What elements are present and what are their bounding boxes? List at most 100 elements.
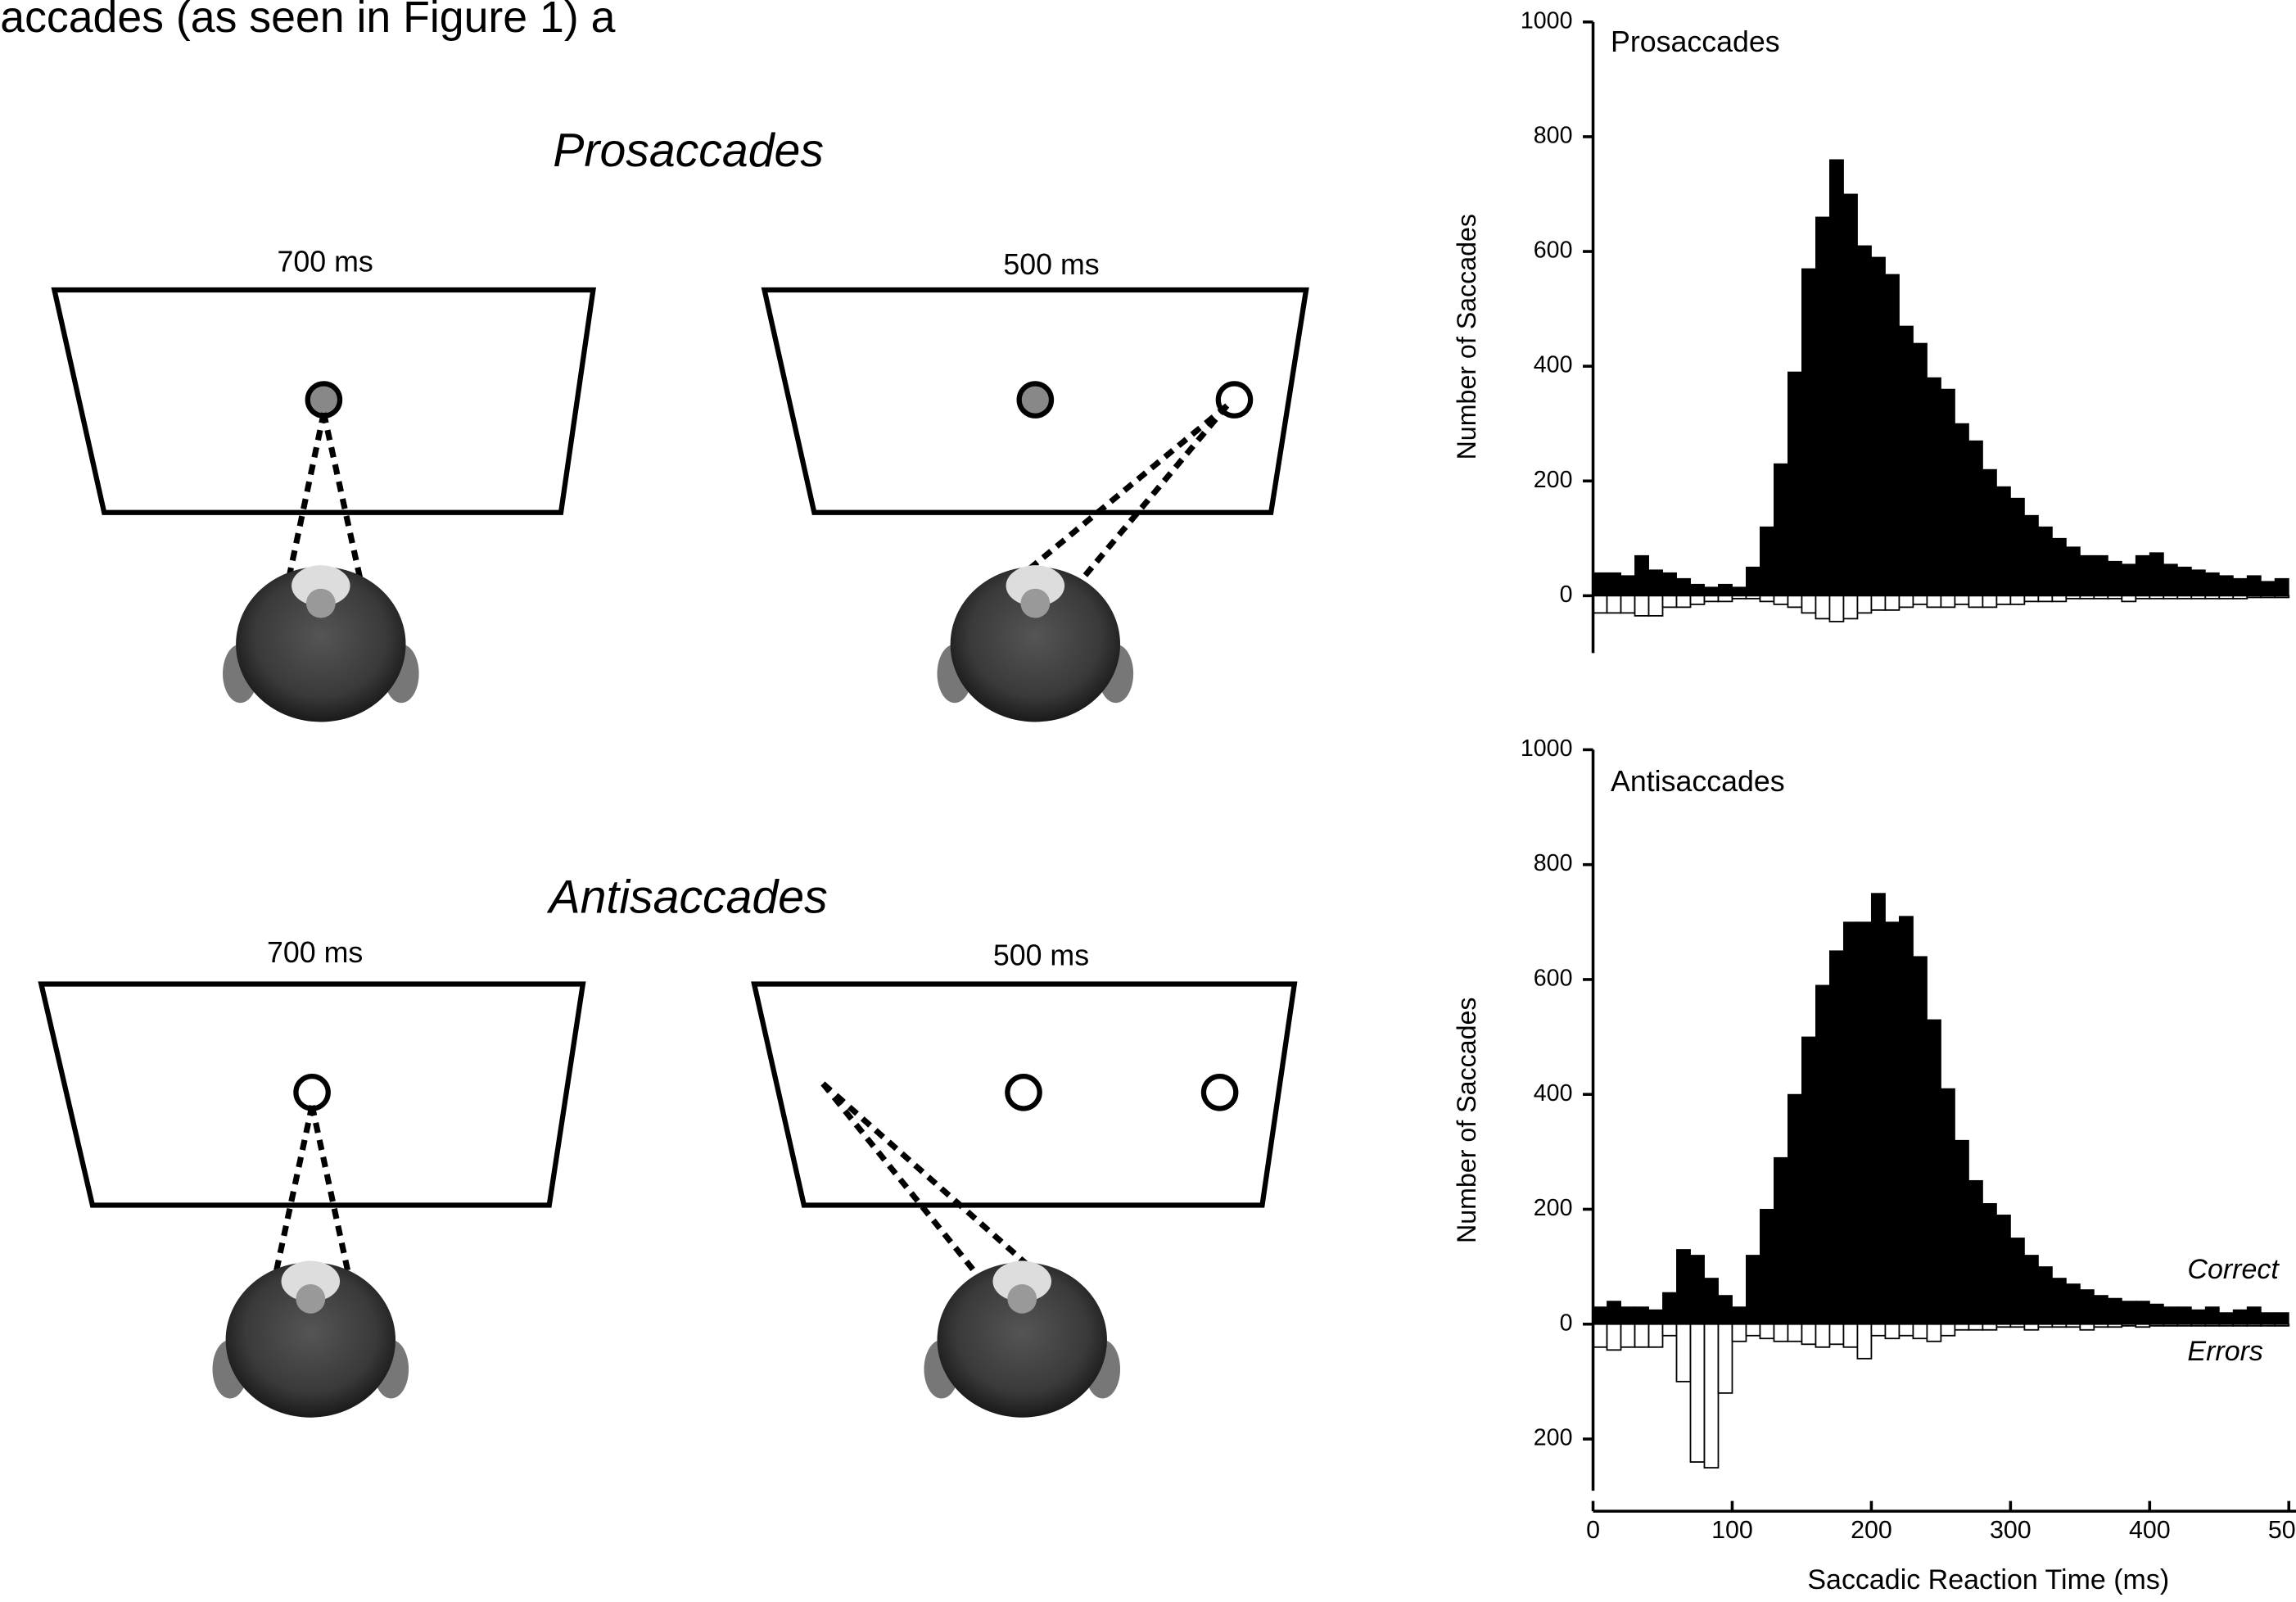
histogram-bar xyxy=(2274,577,2289,596)
histogram-bar xyxy=(2163,1306,2178,1325)
y-tick-label: 600 xyxy=(1534,966,1573,992)
histogram-bar xyxy=(1593,1306,1607,1325)
histogram-bar xyxy=(2121,595,2137,603)
y-tick-label: 0 xyxy=(1560,582,1573,608)
histogram-bar xyxy=(1912,595,1928,605)
histogram-bar xyxy=(2009,595,2026,605)
histogram-bar xyxy=(1815,595,1831,620)
x-tick-label: 500 xyxy=(2268,1516,2296,1544)
x-tick-label: 200 xyxy=(1851,1516,1892,1544)
histogram-bar xyxy=(2009,497,2025,596)
histogram-bar xyxy=(2190,595,2207,600)
y-tick-label: 0 xyxy=(1560,1310,1573,1336)
histogram-bar xyxy=(2176,1306,2192,1325)
histogram-bar xyxy=(2204,595,2221,600)
histogram-bar xyxy=(1815,216,1830,596)
histogram-bar xyxy=(1815,1323,1831,1348)
histogram-bar xyxy=(1954,1139,1969,1325)
histogram-bar xyxy=(2190,569,2206,596)
histogram-bar xyxy=(2079,1323,2095,1331)
histogram-bar xyxy=(1661,595,1678,609)
histogram-bar xyxy=(2051,1323,2068,1328)
histogram-bar xyxy=(1801,595,1817,614)
histogram-bar xyxy=(1620,1306,1635,1325)
histogram-bar xyxy=(2051,537,2067,596)
histogram-bar xyxy=(1912,342,1928,596)
histogram-bar xyxy=(2218,575,2234,596)
histogram-bar xyxy=(1926,1019,1941,1325)
annotation: Correct xyxy=(2187,1254,2280,1285)
histogram-bar xyxy=(2065,546,2081,596)
y-tick-label: 600 xyxy=(1534,238,1573,264)
panel-label: 500 ms xyxy=(1003,248,1099,281)
histogram-bar xyxy=(1689,1323,1706,1463)
panel-label: 500 ms xyxy=(993,939,1089,972)
y-tick-label: 400 xyxy=(1534,1080,1573,1106)
histogram-bar xyxy=(1592,1323,1608,1348)
histogram-bar xyxy=(1787,595,1803,609)
histogram-bar xyxy=(1870,893,1886,1325)
histogram-bar xyxy=(1801,1036,1816,1325)
histogram-bar xyxy=(1593,572,1607,596)
histogram-bar xyxy=(1940,1088,1955,1325)
histogram-bar xyxy=(1926,377,1941,596)
histogram-bar xyxy=(2218,595,2235,600)
head xyxy=(223,565,419,722)
y-axis-label: Number of Saccades xyxy=(1452,214,1481,459)
histogram-bar xyxy=(1842,193,1858,596)
histogram-bar xyxy=(1620,595,1636,614)
histogram-bar xyxy=(1592,595,1608,614)
histogram-bar xyxy=(1940,595,1956,609)
histogram-bar xyxy=(2051,595,2068,603)
histogram-bar xyxy=(2135,1323,2151,1328)
histogram-bar xyxy=(1788,1093,1802,1325)
histogram-bar xyxy=(1828,159,1844,596)
y-tick-label: 1000 xyxy=(1521,7,1573,34)
histogram-bar xyxy=(2093,1323,2109,1328)
histogram-bar xyxy=(1746,1255,1760,1325)
histogram-bar xyxy=(2163,563,2178,596)
histogram-bar xyxy=(1856,595,1873,614)
y-tick-label: 400 xyxy=(1534,352,1573,378)
histogram-bar xyxy=(2204,572,2220,596)
diagram-title: Prosaccades xyxy=(553,124,824,177)
histogram-bar xyxy=(1788,371,1802,596)
histogram-bar xyxy=(1898,916,1914,1325)
histogram-bar xyxy=(1648,569,1663,596)
head xyxy=(937,565,1134,722)
histogram-bar xyxy=(1995,1215,2011,1325)
histogram-bar xyxy=(2023,1255,2039,1325)
histogram-bar xyxy=(1884,1323,1901,1340)
histogram-bar xyxy=(2037,1323,2054,1328)
histogram-bar xyxy=(1718,583,1733,596)
histogram-bar xyxy=(2190,1323,2207,1327)
histogram-bar xyxy=(1898,1323,1914,1337)
histogram-bar xyxy=(1647,1323,1664,1348)
histogram-bar xyxy=(1759,595,1775,603)
histogram-bar xyxy=(2190,1309,2206,1325)
panel-label: 700 ms xyxy=(267,936,363,969)
histogram-bar xyxy=(1926,1323,1942,1342)
histogram-bar xyxy=(1898,325,1914,596)
histogram-bar xyxy=(1675,1323,1692,1383)
x-tick-label: 300 xyxy=(1990,1516,2032,1544)
histogram-bar xyxy=(1954,1323,1970,1331)
histogram-bar xyxy=(1606,595,1622,614)
histogram-bar xyxy=(1828,595,1845,622)
histogram-bar xyxy=(2037,526,2053,596)
histogram-bar xyxy=(1689,595,1706,605)
histogram-bar xyxy=(1606,1323,1622,1351)
histogram-bar xyxy=(1717,595,1733,603)
histogram-bar xyxy=(1884,274,1900,596)
histogram-bar xyxy=(1703,1323,1720,1468)
histogram-bar xyxy=(1856,1323,1873,1360)
histogram-bar xyxy=(2135,554,2150,596)
histogram-bar xyxy=(2079,595,2095,600)
histogram-bar xyxy=(1995,595,2012,605)
diagram-title: Antisaccades xyxy=(546,871,827,924)
histogram-bar xyxy=(2246,595,2262,599)
histogram-bar xyxy=(1870,256,1886,596)
histogram-bar xyxy=(2232,595,2249,600)
panel-label: 700 ms xyxy=(278,245,373,278)
histogram-bar xyxy=(1801,268,1816,596)
